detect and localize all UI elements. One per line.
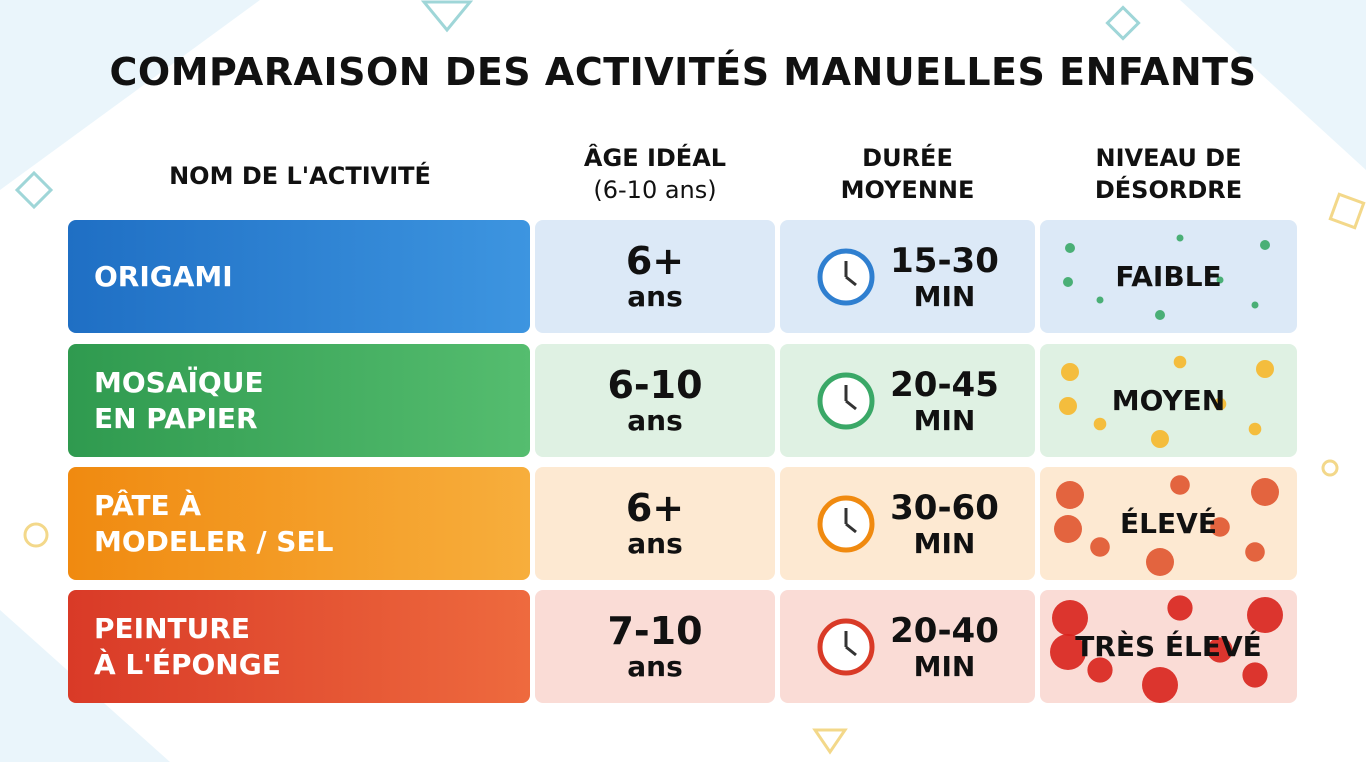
age-value: 6-10	[607, 362, 703, 407]
age-unit: ans	[627, 403, 683, 437]
mess-cell: TRÈS ÉLEVÉ	[1040, 590, 1297, 703]
age-cell: 6+ ans	[535, 467, 775, 580]
clock-icon	[817, 618, 875, 675]
duration-unit: MIN	[913, 649, 976, 683]
mess-level: FAIBLE	[1115, 260, 1222, 293]
age-cell: 6-10 ans	[535, 344, 775, 457]
header-line: (6-10 ans)	[593, 176, 717, 204]
activity-name: MOSAÏQUE	[94, 365, 264, 399]
mess-cell: ÉLEVÉ	[1040, 467, 1297, 580]
duration-cell: 20-40 MIN	[780, 590, 1035, 703]
age-cell: 7-10 ans	[535, 590, 775, 703]
column-header: NIVEAU DE DÉSORDRE	[1040, 142, 1297, 206]
column-header: DURÉE MOYENNE	[780, 142, 1035, 206]
activity-cell: PEINTURE À L'ÉPONGE	[68, 590, 530, 703]
duration-text: 30-60 MIN	[890, 488, 999, 560]
activity-name: EN PAPIER	[94, 401, 258, 435]
duration-text: 15-30 MIN	[890, 241, 999, 313]
duration-unit: MIN	[913, 403, 976, 437]
mess-cell: MOYEN	[1040, 344, 1297, 457]
age-unit: ans	[627, 526, 683, 560]
header-line: ÂGE IDÉAL	[583, 144, 727, 172]
age-unit: ans	[627, 279, 683, 313]
duration-cell: 20-45 MIN	[780, 344, 1035, 457]
activity-name: PEINTURE	[94, 611, 251, 645]
title: COMPARAISON DES ACTIVITÉS MANUELLES ENFA…	[109, 50, 1257, 94]
mess-level: ÉLEVÉ	[1120, 507, 1217, 540]
mess-dots	[1059, 355, 1274, 448]
column-header: ÂGE IDÉAL (6-10 ans)	[535, 142, 775, 206]
duration-unit: MIN	[913, 279, 976, 313]
activity-name: À L'ÉPONGE	[94, 647, 281, 681]
header-line: DÉSORDRE	[1094, 176, 1243, 204]
mess-level: MOYEN	[1111, 384, 1226, 417]
activity-name: MODELER / SEL	[94, 524, 334, 558]
activity-cell: PÂTE À MODELER / SEL	[68, 467, 530, 580]
duration-value: 20-40	[890, 610, 999, 651]
header-line: MOYENNE	[840, 176, 975, 204]
age-value: 7-10	[607, 608, 703, 653]
age-value: 6+	[625, 238, 685, 283]
activity-name: ORIGAMI	[94, 259, 233, 293]
duration-value: 20-45	[890, 364, 999, 405]
header-line: NIVEAU DE	[1095, 144, 1242, 172]
age-unit: ans	[627, 649, 683, 683]
duration-value: 15-30	[890, 240, 999, 281]
duration-cell: 30-60 MIN	[780, 467, 1035, 580]
duration-cell: 15-30 MIN	[780, 220, 1035, 333]
header-line: NOM DE L'ACTIVITÉ	[169, 162, 431, 190]
column-header: NOM DE L'ACTIVITÉ	[100, 160, 500, 192]
duration-text: 20-40 MIN	[890, 611, 999, 683]
mess-level: TRÈS ÉLEVÉ	[1075, 630, 1262, 663]
mess-dots	[1054, 475, 1279, 576]
mess-cell: FAIBLE	[1040, 220, 1297, 333]
mess-dots	[1063, 234, 1270, 320]
duration-text: 20-45 MIN	[890, 365, 999, 437]
duration-unit: MIN	[913, 526, 976, 560]
activity-cell: MOSAÏQUE EN PAPIER	[68, 344, 530, 457]
activity-name: PÂTE À	[94, 488, 202, 522]
clock-icon	[817, 495, 875, 552]
mess-dots	[1050, 595, 1283, 703]
activity-cell: ORIGAMI	[68, 220, 530, 333]
duration-value: 30-60	[890, 487, 999, 528]
age-cell: 6+ ans	[535, 220, 775, 333]
clock-icon	[817, 372, 875, 429]
age-value: 6+	[625, 485, 685, 530]
header-line: DURÉE	[862, 144, 953, 172]
clock-icon	[817, 248, 875, 305]
